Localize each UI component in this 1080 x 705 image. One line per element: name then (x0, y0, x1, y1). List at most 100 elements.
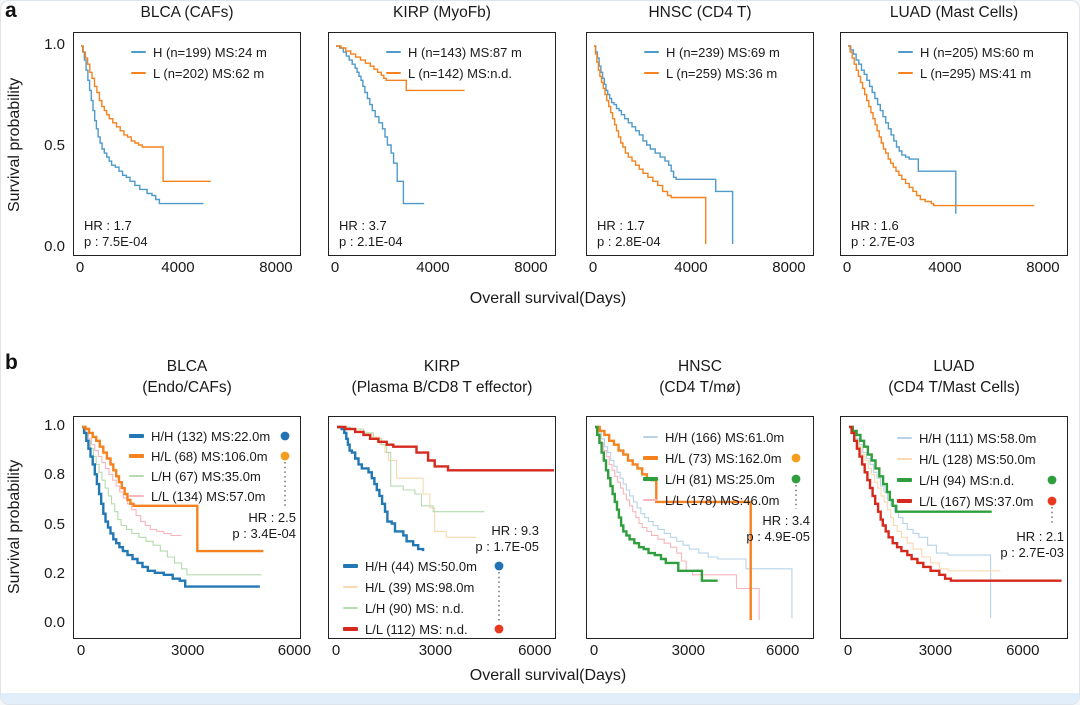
legend-line-swatch (897, 499, 912, 503)
y-tick-label: 1.0 (44, 36, 65, 53)
y-tick-label: 0.5 (44, 515, 65, 533)
legend-line-swatch (643, 498, 658, 502)
legend-entry-h-l: H/L (73) MS:162.0m (643, 450, 782, 466)
legend-label: H (n=199) MS:24 m (153, 44, 267, 60)
legend-line-swatch (643, 477, 658, 481)
panel-title-line: KIRP (MyoFb) (393, 4, 491, 21)
x-tick-label: 6000 (277, 642, 312, 659)
legend-label: H/H (44) MS:50.0m (365, 558, 477, 574)
x-tick-label: 0 (843, 642, 853, 659)
legend-line-swatch (129, 434, 144, 438)
panel-title: BLCA (CAFs) (140, 2, 233, 23)
km-curves-svg (82, 425, 290, 588)
legend-entry-l: L (n=259) MS:36 m (644, 65, 778, 81)
km-curves-svg (81, 45, 211, 205)
legend-line-swatch (897, 436, 912, 440)
km-plot-area: H/H (132) MS:22.0m H/L (68) MS:106.0m L/H … (73, 416, 301, 639)
km-curves-svg (849, 425, 1062, 619)
panel-b3-hnsc-cd4-t-m: HNSC (CD4 T/mø) H/H (166) MS:61.0m H/L (73)… (586, 353, 814, 679)
km-curve-l-l (595, 426, 760, 621)
km-curves-svg (848, 45, 1035, 214)
legend-label: L/H (90) MS: n.d. (365, 600, 464, 616)
legend-entry-h-h: H/H (44) MS:50.0m (343, 558, 477, 574)
km-curves-svg (336, 45, 465, 205)
legend-entry-l-h: L/H (90) MS: n.d. (343, 600, 464, 616)
p-value: p : 2.1E-04 (339, 234, 403, 249)
legend-label: H (n=143) MS:87 m (408, 44, 522, 60)
legend-entry-l-l: L/L (167) MS:37.0m (897, 494, 1033, 509)
panel-title: KIRP (MyoFb) (393, 2, 491, 23)
y-tick-label: 0.5 (44, 137, 65, 154)
panel-title: HNSC (CD4 T) (648, 2, 751, 23)
km-curve-l (81, 45, 211, 182)
legend-label: L/L (134) MS:57.0m (151, 488, 266, 504)
km-curve-l-h (595, 425, 718, 582)
km-plot-area: H/H (44) MS:50.0m H/L (39) MS:98.0m L/H (9… (328, 416, 556, 639)
x-tick-label: 3000 (671, 642, 706, 659)
hazard-ratio-value: HR : 1.6 (851, 218, 899, 233)
legend-label: H/L (39) MS:98.0m (365, 579, 475, 595)
km-curve-h (848, 45, 957, 214)
legend-label: L/L (178) MS:46.0m (665, 492, 780, 508)
hr-p-annotation: HR : 9.3 p : 1.7E-05 (475, 523, 539, 555)
y-tick-label: 0.0 (44, 614, 65, 631)
p-value: p : 2.8E-04 (597, 234, 661, 249)
legend-line-swatch (643, 456, 658, 460)
panel-title-line: (Endo/CAFs) (142, 379, 232, 396)
panel-title: BLCA (Endo/CAFs) (142, 356, 232, 398)
panel-title-line: LUAD (933, 358, 975, 375)
panel-title-line: BLCA (166, 358, 208, 375)
km-curve-h-l (337, 426, 477, 538)
hazard-ratio-value: HR : 2.5 (248, 510, 296, 525)
hr-p-annotation: HR : 2.5 p : 3.4E-04 (232, 510, 296, 542)
legend-line-swatch (129, 454, 144, 458)
x-axis-label-row-b: Overall survival(Days) (469, 667, 627, 684)
km-curve-l-h (82, 426, 262, 576)
panel-title-line: HNSC (CD4 T) (648, 4, 752, 21)
legend-label: L (n=202) MS:62 m (153, 65, 265, 81)
legend-entry-h: H (n=143) MS:87 m (386, 44, 522, 60)
bottom-accent-bar (1, 693, 1079, 704)
km-curve-l-h (849, 425, 992, 513)
callout-dot (494, 624, 504, 634)
hr-p-annotation: HR : 1.7 p : 2.8E-04 (597, 218, 661, 250)
y-tick-label: 0.0 (44, 238, 65, 255)
hazard-ratio-value: HR : 3.4 (762, 513, 810, 528)
legend-line-swatch (129, 474, 144, 478)
legend-label: H/L (68) MS:106.0m (151, 448, 268, 464)
km-curve-h-l (849, 426, 1001, 572)
km-curve-l-l (849, 425, 1062, 582)
panel-b4-luad-cd4-t-mast-cells: LUAD (CD4 T/Mast Cells) H/H (111) MS:58.0m… (840, 353, 1068, 679)
panel-title-line: HNSC (678, 358, 722, 375)
legend-line-swatch (897, 457, 912, 461)
panel-title-line: LUAD (Mast Cells) (889, 4, 1019, 21)
panel-title: KIRP (Plasma B/CD8 T effector) (352, 356, 533, 398)
p-value: p : 1.7E-05 (475, 539, 539, 554)
legend-label: L (n=259) MS:36 m (666, 65, 778, 81)
hazard-ratio-value: HR : 2.1 (1016, 529, 1064, 544)
x-tick-label: 0 (76, 642, 86, 659)
legend-label: H/L (73) MS:162.0m (665, 450, 782, 466)
hr-p-annotation: HR : 1.7 p : 7.5E-04 (84, 218, 148, 250)
km-plot-area: H/H (111) MS:58.0m H/L (128) MS:50.0m L/H … (840, 416, 1068, 639)
hazard-ratio-value: HR : 1.7 (597, 218, 645, 233)
km-curve-l (336, 45, 465, 92)
legend-entry-l: L (n=202) MS:62 m (131, 65, 265, 81)
km-curve-l-l (82, 426, 182, 536)
panel-row-label-a: a (5, 0, 17, 22)
panel-title-line: KIRP (423, 358, 461, 375)
legend-line-swatch (643, 435, 658, 439)
legend-label: H (n=239) MS:69 m (666, 44, 780, 60)
legend-label: H/H (166) MS:61.0m (665, 429, 785, 445)
km-plot-area: H (n=143) MS:87 m L (n=142) MS:n.d. HR : 3… (328, 32, 556, 256)
x-tick-label: 4000 (161, 259, 195, 276)
y-tick-label: 1.0 (44, 417, 65, 434)
legend-line-swatch (131, 50, 146, 54)
x-tick-label: 6000 (1006, 642, 1040, 659)
legend-entry-h-h: H/H (132) MS:22.0m (129, 429, 270, 444)
km-curve-h (81, 45, 204, 205)
callout-dot (791, 453, 801, 463)
hr-p-annotation: HR : 3.7 p : 2.1E-04 (339, 218, 403, 250)
panel-title-line: (CD4 T/mø) (659, 379, 741, 396)
